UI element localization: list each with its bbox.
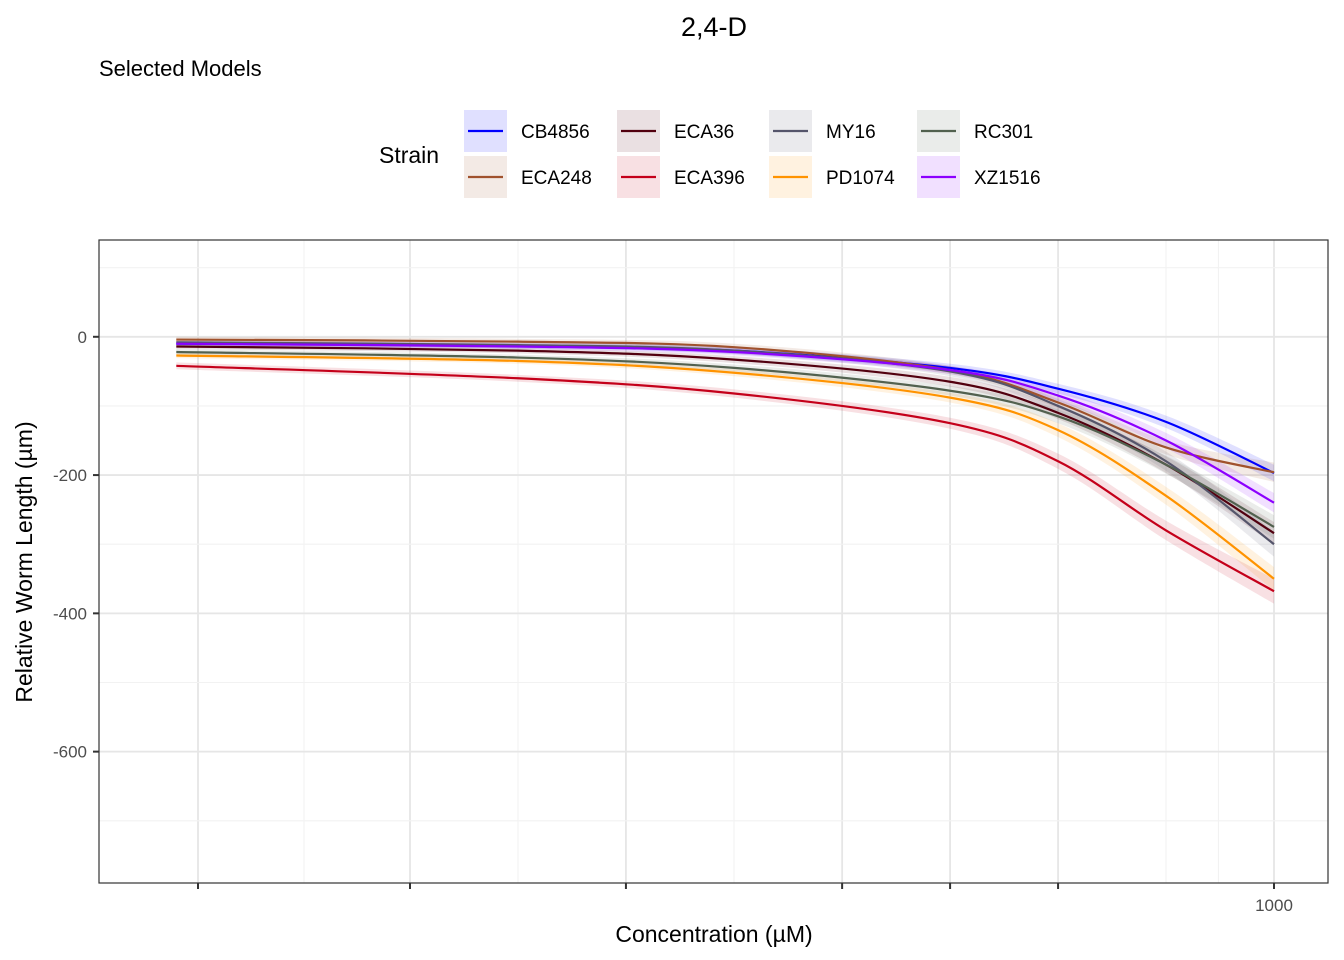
series-line-xz1516 bbox=[176, 342, 1275, 504]
x-axis-title: Concentration (µM) bbox=[615, 921, 812, 947]
legend-label-xz1516: XZ1516 bbox=[974, 168, 1041, 189]
legend-label-my16: MY16 bbox=[826, 122, 876, 143]
x-tick-label: 1000 bbox=[1255, 896, 1293, 915]
legend-item-cb4856: CB4856 bbox=[464, 110, 590, 152]
legend-label-rc301: RC301 bbox=[974, 122, 1033, 143]
y-tick-label: -600 bbox=[53, 743, 87, 762]
legend-title: Strain bbox=[379, 142, 439, 168]
ribbon-eca36 bbox=[176, 343, 1274, 545]
y-tick-label: -400 bbox=[53, 604, 87, 623]
legend-item-xz1516: XZ1516 bbox=[917, 156, 1041, 198]
legend-label-eca396: ECA396 bbox=[674, 168, 745, 189]
series-line-eca248 bbox=[176, 338, 1275, 474]
chart-title: 2,4-D bbox=[681, 12, 747, 42]
legend-item-my16: MY16 bbox=[769, 110, 876, 152]
legend-label-eca36: ECA36 bbox=[674, 122, 734, 143]
legend-label-cb4856: CB4856 bbox=[521, 122, 590, 143]
legend-item-eca36: ECA36 bbox=[617, 110, 734, 152]
plot-panel bbox=[98, 239, 1329, 884]
panel-border bbox=[98, 239, 1329, 884]
legend-item-eca396: ECA396 bbox=[617, 156, 745, 198]
y-tick-label: -200 bbox=[53, 466, 87, 485]
ribbon-rc301 bbox=[176, 349, 1274, 539]
series-line-rc301 bbox=[176, 350, 1275, 528]
series-line-eca396 bbox=[176, 364, 1275, 593]
legend-label-eca248: ECA248 bbox=[521, 168, 592, 189]
y-tick-label: 0 bbox=[78, 328, 87, 347]
ribbon-pd1074 bbox=[176, 352, 1274, 591]
legend-item-eca248: ECA248 bbox=[464, 156, 592, 198]
legend-item-rc301: RC301 bbox=[917, 110, 1033, 152]
legend-label-pd1074: PD1074 bbox=[826, 168, 895, 189]
series-line-pd1074 bbox=[176, 354, 1275, 580]
y-axis-title: Relative Worm Length (µm) bbox=[11, 421, 37, 702]
legend-item-pd1074: PD1074 bbox=[769, 156, 895, 198]
chart-subtitle: Selected Models bbox=[99, 56, 262, 81]
legend: Strain CB4856 ECA248 ECA36 ECA396 MY16 PD1074… bbox=[379, 110, 1041, 198]
